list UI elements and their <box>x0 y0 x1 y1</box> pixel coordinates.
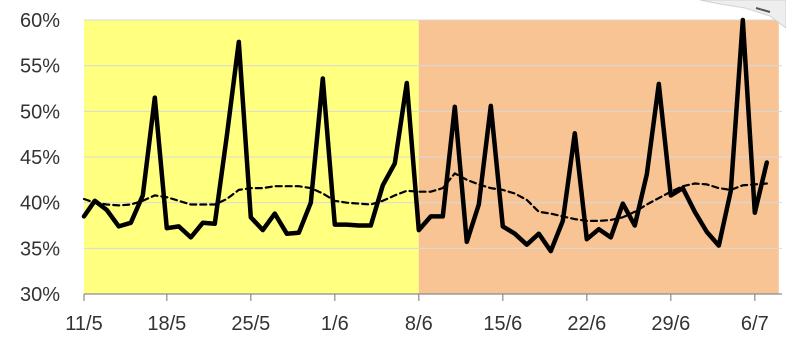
y-tick-label: 30% <box>20 284 60 306</box>
x-tick-label: 25/5 <box>231 313 270 335</box>
x-tick-label: 6/7 <box>741 313 769 335</box>
x-tick-label: 8/6 <box>405 313 433 335</box>
solid-series-line <box>81 17 770 254</box>
y-tick-label: 35% <box>20 238 60 260</box>
series-lines <box>81 17 770 254</box>
x-tick-label: 18/5 <box>147 313 186 335</box>
x-tick-label: 1/6 <box>321 313 349 335</box>
x-tick-label: 15/6 <box>483 313 522 335</box>
x-tick-label: 29/6 <box>651 313 690 335</box>
corner-shadow-decoration <box>699 0 786 29</box>
y-tick-label: 45% <box>20 147 60 169</box>
dashed-series-line <box>82 172 768 222</box>
x-tick-labels: 11/5 18/5 25/5 1/6 8/6 15/6 22/6 29/6 6/7 <box>65 313 768 335</box>
y-tick-label: 55% <box>20 56 60 78</box>
y-tick-label: 60% <box>20 10 60 32</box>
y-tick-label: 50% <box>20 101 60 123</box>
x-tick-label: 11/5 <box>65 313 102 335</box>
x-tick-label: 22/6 <box>567 313 606 335</box>
y-tick-label: 40% <box>20 193 60 215</box>
y-tick-labels: 30% 35% 40% 45% 50% 55% 60% <box>20 10 60 306</box>
x-axis <box>83 293 782 301</box>
